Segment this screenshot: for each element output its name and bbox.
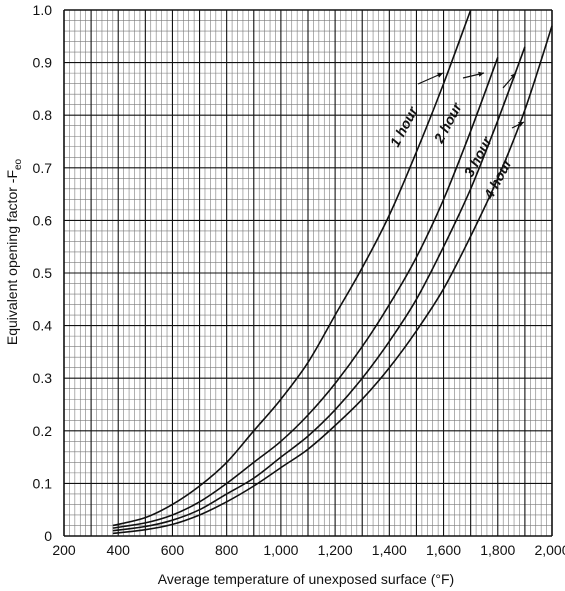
curve-4-hour: [112, 25, 553, 535]
x-axis-title: Average temperature of unexposed surface…: [158, 571, 454, 587]
x-tick-labels: 200 400 600 800 1,000 1,200 1,400 1,600 1,800 2,0…: [52, 542, 565, 558]
y-tick-label: 0.2: [33, 423, 53, 439]
x-tick-label: 2,000: [534, 542, 565, 558]
arrowhead-3-hour: [510, 73, 516, 79]
y-tick-label: 0.8: [33, 107, 53, 123]
y-axis-title: Equivalent opening factor -Feo: [4, 158, 24, 345]
y-tick-label: 0.9: [33, 55, 53, 71]
x-tick-label: 800: [215, 542, 239, 558]
major-grid: [63, 9, 553, 537]
y-axis-title-main: Equivalent opening factor -F: [4, 170, 20, 345]
x-tick-label: 200: [52, 542, 76, 558]
arrowhead-2-hour: [478, 71, 484, 77]
y-tick-label: 0.3: [33, 370, 53, 386]
curve-3-hour: [112, 46, 526, 532]
y-tick-label: 0.7: [33, 160, 53, 176]
curves: [112, 9, 553, 535]
y-axis-title-subscript: eo: [13, 158, 24, 170]
y-tick-label: 0.5: [33, 265, 53, 281]
x-tick-label: 1,400: [372, 542, 407, 558]
curve-label-3-hour: 3 hour: [461, 133, 496, 180]
arrowhead-1-hour: [437, 72, 443, 78]
label-arrows: [417, 71, 525, 129]
y-tick-label: 0.4: [33, 318, 53, 334]
y-tick-labels: 0 0.1 0.2 0.3 0.4 0.5 0.6 0.7 0.8 0.9 1.0: [33, 2, 53, 544]
y-tick-label: 0: [44, 528, 52, 544]
curve-1-hour: [112, 9, 472, 527]
x-tick-label: 1,000: [263, 542, 298, 558]
y-tick-label: 0.6: [33, 212, 53, 228]
x-tick-label: 1,200: [318, 542, 353, 558]
y-tick-label: 1.0: [33, 2, 53, 18]
x-tick-label: 1,600: [426, 542, 461, 558]
x-tick-label: 1,800: [480, 542, 515, 558]
y-tick-label: 0.1: [33, 475, 53, 491]
x-tick-label: 400: [107, 542, 131, 558]
curve-2-hour: [112, 57, 499, 529]
x-tick-label: 600: [161, 542, 185, 558]
arrowhead-4-hour: [518, 122, 524, 127]
